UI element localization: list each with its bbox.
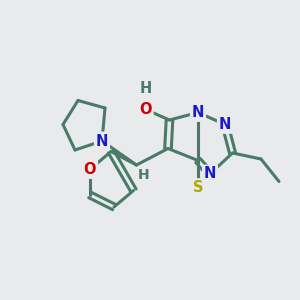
Text: N: N bbox=[219, 117, 231, 132]
Text: H: H bbox=[138, 168, 150, 182]
Text: O: O bbox=[84, 162, 96, 177]
Text: O: O bbox=[139, 102, 152, 117]
Text: N: N bbox=[96, 134, 108, 148]
Text: H: H bbox=[140, 81, 152, 96]
Text: N: N bbox=[192, 105, 204, 120]
Text: N: N bbox=[204, 167, 216, 182]
Text: S: S bbox=[193, 180, 203, 195]
